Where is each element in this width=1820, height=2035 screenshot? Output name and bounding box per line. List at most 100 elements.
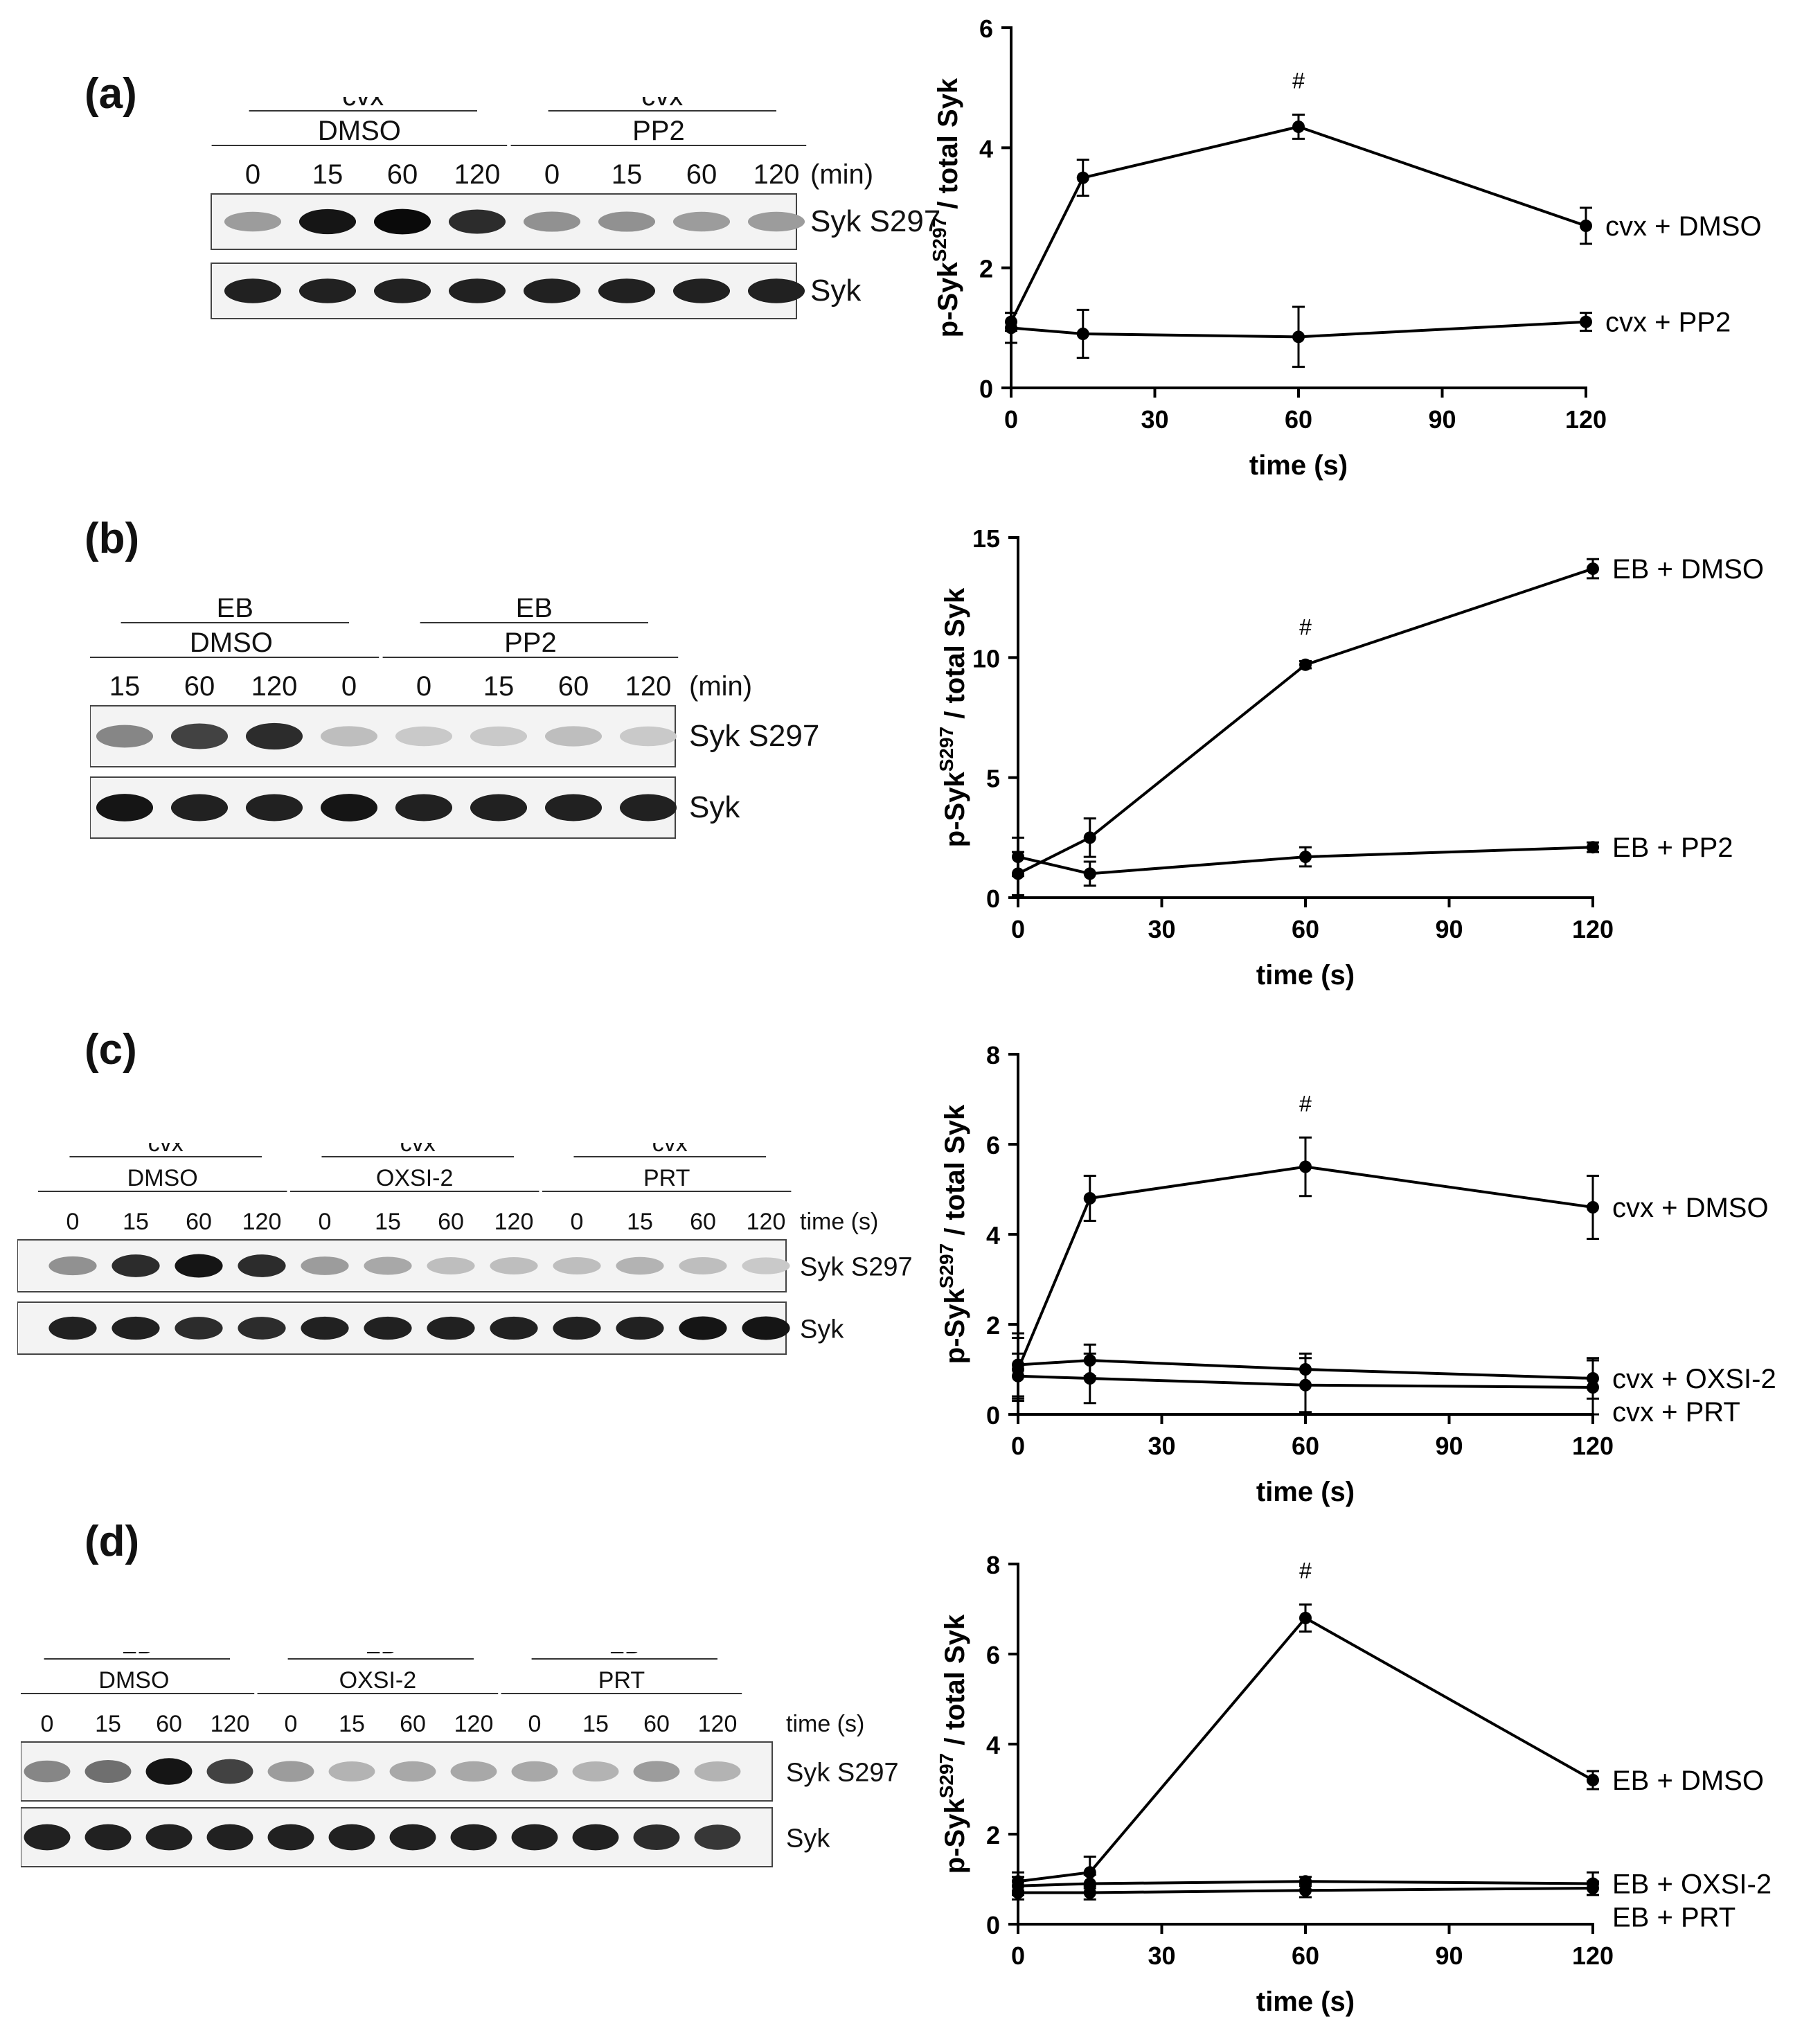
y-axis-label-main: p-Syk — [940, 1798, 970, 1874]
time-unit-label: time (s) — [786, 1711, 864, 1737]
western-blot: DMSO cvx OXSI-2 cvx PRT cvx 0 15 60 120 0 15 60 120 0 1… — [17, 1143, 913, 1355]
y-axis-label: p-SykS297 / total Syk — [936, 587, 970, 847]
western-blot: DMSO EB OXSI-2 EB PRT EB 0 15 60 120 0 15 60 120 0 15 60… — [21, 1652, 899, 1867]
blot-band — [448, 278, 506, 303]
blot-band — [523, 211, 581, 232]
time-label: 0 — [341, 671, 357, 702]
blot-band — [511, 1761, 558, 1782]
y-axis-label: p-SykS297 / total Syk — [936, 1614, 970, 1874]
time-label: 15 — [627, 1209, 653, 1235]
blot-band — [145, 1758, 193, 1785]
blot-band — [633, 1761, 680, 1782]
x-tick-label: 60 — [1285, 405, 1312, 434]
stimulus-label: EB — [217, 598, 253, 623]
series-label: cvx + OXSI-2 — [1612, 1364, 1776, 1394]
time-label: 15 — [612, 159, 643, 190]
data-point — [1580, 315, 1592, 328]
time-unit-label: (min) — [689, 671, 752, 702]
series-line — [1017, 1616, 1594, 1883]
stimulus-label: EB — [365, 1652, 396, 1659]
time-label: 0 — [41, 1711, 54, 1737]
blot-row-label: Syk S297 — [810, 204, 940, 238]
data-point — [1299, 1612, 1312, 1624]
blot-band — [364, 1316, 412, 1340]
blot-band — [694, 1761, 741, 1781]
time-label: 0 — [416, 671, 431, 702]
data-point — [1292, 121, 1305, 133]
series-label: EB + DMSO — [1612, 554, 1764, 585]
y-tick-label: 6 — [986, 1131, 1000, 1159]
blot-band — [111, 1316, 160, 1340]
series-line — [1017, 1880, 1594, 1887]
data-point — [1083, 831, 1096, 844]
blot-band — [511, 1824, 558, 1851]
blot-band — [427, 1316, 475, 1340]
time-label: 15 — [375, 1209, 401, 1235]
data-point — [1299, 851, 1312, 864]
data-point — [1012, 851, 1024, 864]
series-line — [1017, 1165, 1594, 1370]
blot-band — [598, 278, 656, 303]
x-tick-label: 120 — [1565, 405, 1607, 434]
y-axis-label-main: p-Syk — [940, 772, 970, 848]
blot-band — [389, 1824, 436, 1851]
treatment-label: DMSO — [190, 628, 273, 658]
blot-band — [373, 208, 431, 235]
time-label: 60 — [400, 1711, 426, 1737]
x-axis-label: time (s) — [1256, 1477, 1355, 1507]
y-tick-label: 0 — [986, 885, 1000, 913]
y-tick-label: 0 — [979, 375, 993, 403]
significance-marker: # — [1292, 69, 1305, 94]
stimulus-label: cvx — [641, 97, 683, 112]
series-line — [1017, 567, 1594, 876]
time-label: 15 — [123, 1209, 149, 1235]
y-tick-label: 5 — [986, 765, 1000, 793]
series-line — [1018, 1887, 1594, 1894]
blot-band — [170, 794, 229, 821]
blot-band — [619, 726, 677, 747]
time-label: 0 — [319, 1209, 332, 1235]
time-label: 120 — [625, 671, 672, 702]
stimulus-label: EB — [609, 1652, 640, 1659]
time-unit-label: (min) — [810, 159, 873, 190]
blot-band — [224, 211, 282, 232]
series-line — [1017, 1374, 1594, 1389]
blot-row-label: Syk S297 — [689, 719, 819, 753]
blot-band — [450, 1824, 497, 1851]
x-axis-label: time (s) — [1256, 960, 1355, 990]
y-tick-label: 4 — [979, 134, 993, 163]
y-axis-label-rest: / total Syk — [933, 78, 963, 217]
y-tick-label: 2 — [986, 1821, 1000, 1849]
data-point — [1292, 330, 1305, 344]
series-label: EB + PP2 — [1612, 833, 1733, 863]
blot-band — [544, 726, 603, 747]
y-axis-label-rest: / total Syk — [940, 1104, 970, 1243]
x-axis-label: time (s) — [1256, 1987, 1355, 2017]
x-tick-label: 0 — [1011, 1941, 1025, 1970]
blot-band — [245, 722, 303, 750]
blot-band — [175, 1254, 223, 1278]
treatment-label: DMSO — [318, 116, 401, 146]
blot-row-label: Syk — [810, 274, 862, 308]
y-tick-label: 8 — [986, 1551, 1000, 1579]
time-label: 120 — [454, 1711, 494, 1737]
blot-band — [427, 1257, 475, 1274]
blot-band — [747, 211, 805, 232]
line-chart: 0 5 10 15 0 30 60 90 120 time (s) p-SykS297 / tota… — [936, 524, 1764, 990]
treatment-label: PRT — [643, 1165, 690, 1191]
y-axis-label-superscript: S297 — [936, 1243, 957, 1288]
x-tick-label: 30 — [1148, 915, 1175, 943]
series-label: cvx + PP2 — [1605, 308, 1731, 338]
time-label: 120 — [747, 1209, 786, 1235]
y-tick-label: 6 — [986, 1641, 1000, 1669]
data-point — [1580, 220, 1592, 232]
blot-band — [553, 1257, 601, 1274]
time-label: 0 — [66, 1209, 80, 1235]
x-tick-label: 30 — [1141, 405, 1168, 434]
blot-band — [170, 723, 229, 749]
time-label: 120 — [251, 671, 298, 702]
stimulus-label: cvx — [400, 1143, 436, 1157]
x-tick-label: 0 — [1004, 405, 1018, 434]
blot-band — [572, 1824, 619, 1851]
y-axis-label-main: p-Syk — [940, 1288, 970, 1365]
